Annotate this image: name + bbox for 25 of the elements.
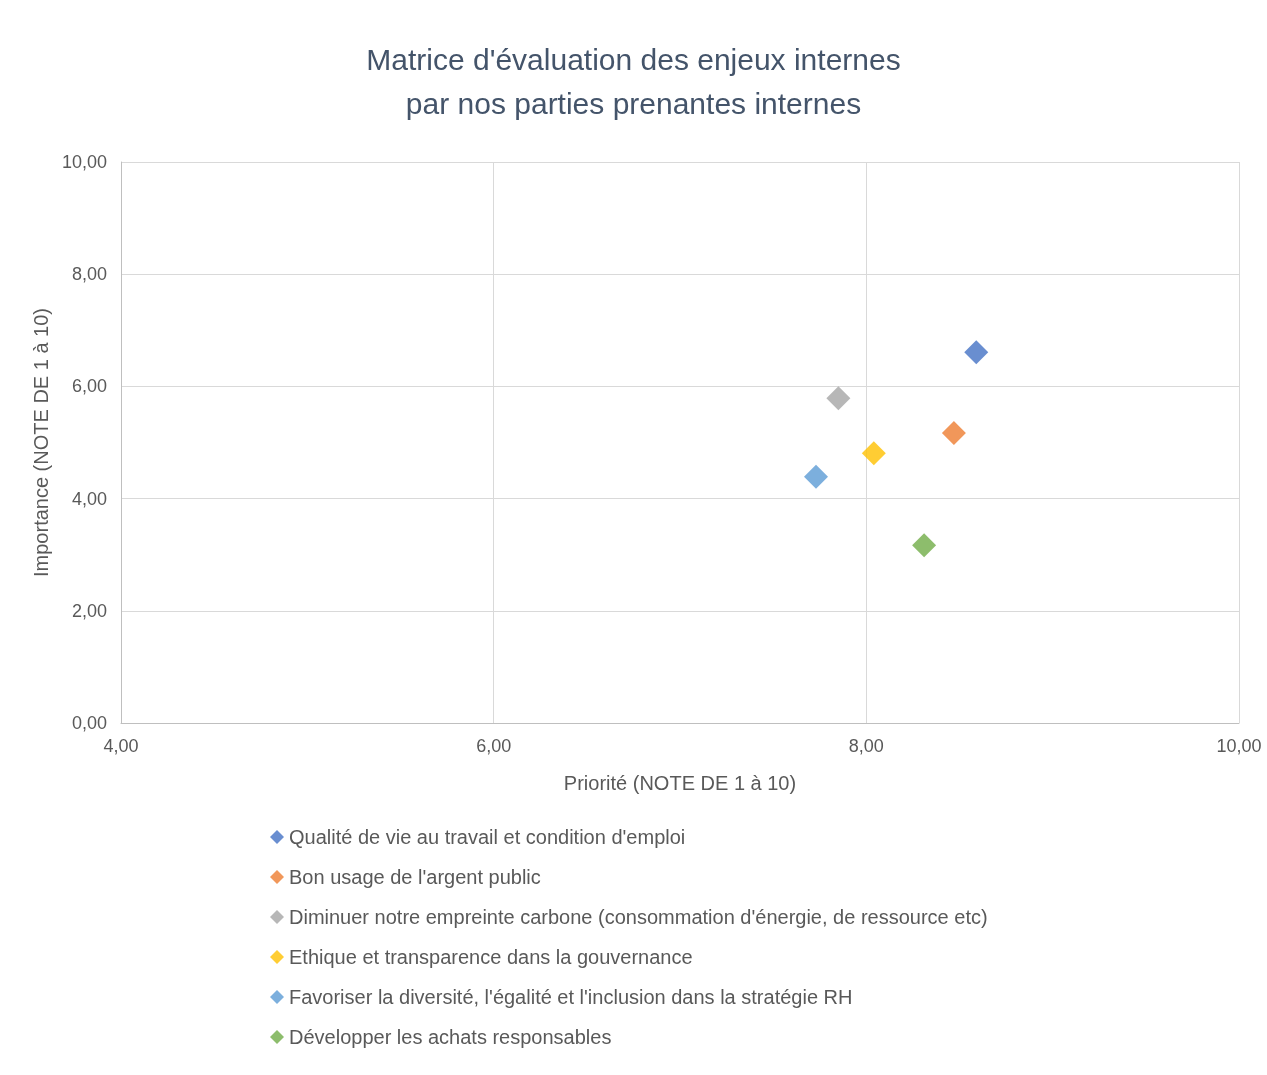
x-axis-title: Priorité (NOTE DE 1 à 10) (563, 772, 797, 794)
legend-label: Ethique et transparence dans la gouvernance (289, 946, 693, 968)
legend-label: Diminuer notre empreinte carbone (consommation d'énergie, de ressource etc) (289, 906, 988, 928)
legend-label: Qualité de vie au travail et condition d'emploi (289, 826, 686, 848)
x-tick-label: 8,00 (848, 736, 884, 756)
point (804, 464, 829, 489)
point (826, 386, 851, 411)
y-tick-label: 2,00 (71, 600, 107, 621)
y-tick-label: 10,00 (61, 152, 107, 172)
chart-title: Matrice d'évaluation des enjeux internes par nos parties prenantes internes (366, 42, 901, 120)
y-tick-label: 4,00 (71, 488, 107, 509)
y-tick-label: 0,00 (71, 713, 107, 733)
point (941, 420, 966, 445)
x-tick-label: 10,00 (1216, 736, 1262, 756)
y-tick-label: 8,00 (71, 264, 107, 285)
point (912, 533, 937, 558)
legend-label: Bon usage de l'argent public (289, 866, 541, 888)
x-tick-label: 6,00 (476, 736, 512, 756)
legend-label: Favoriser la diversité, l'égalité et l'inclusion dans la stratégie RH (289, 986, 853, 1008)
point (861, 441, 886, 466)
point (964, 340, 989, 365)
legend-label: Développer les achats responsables (289, 1026, 612, 1048)
y-axis-title: Importance (NOTE DE 1 à 10) (30, 308, 52, 577)
x-tick-label: 4,00 (103, 736, 139, 756)
y-tick-label: 6,00 (71, 376, 107, 397)
